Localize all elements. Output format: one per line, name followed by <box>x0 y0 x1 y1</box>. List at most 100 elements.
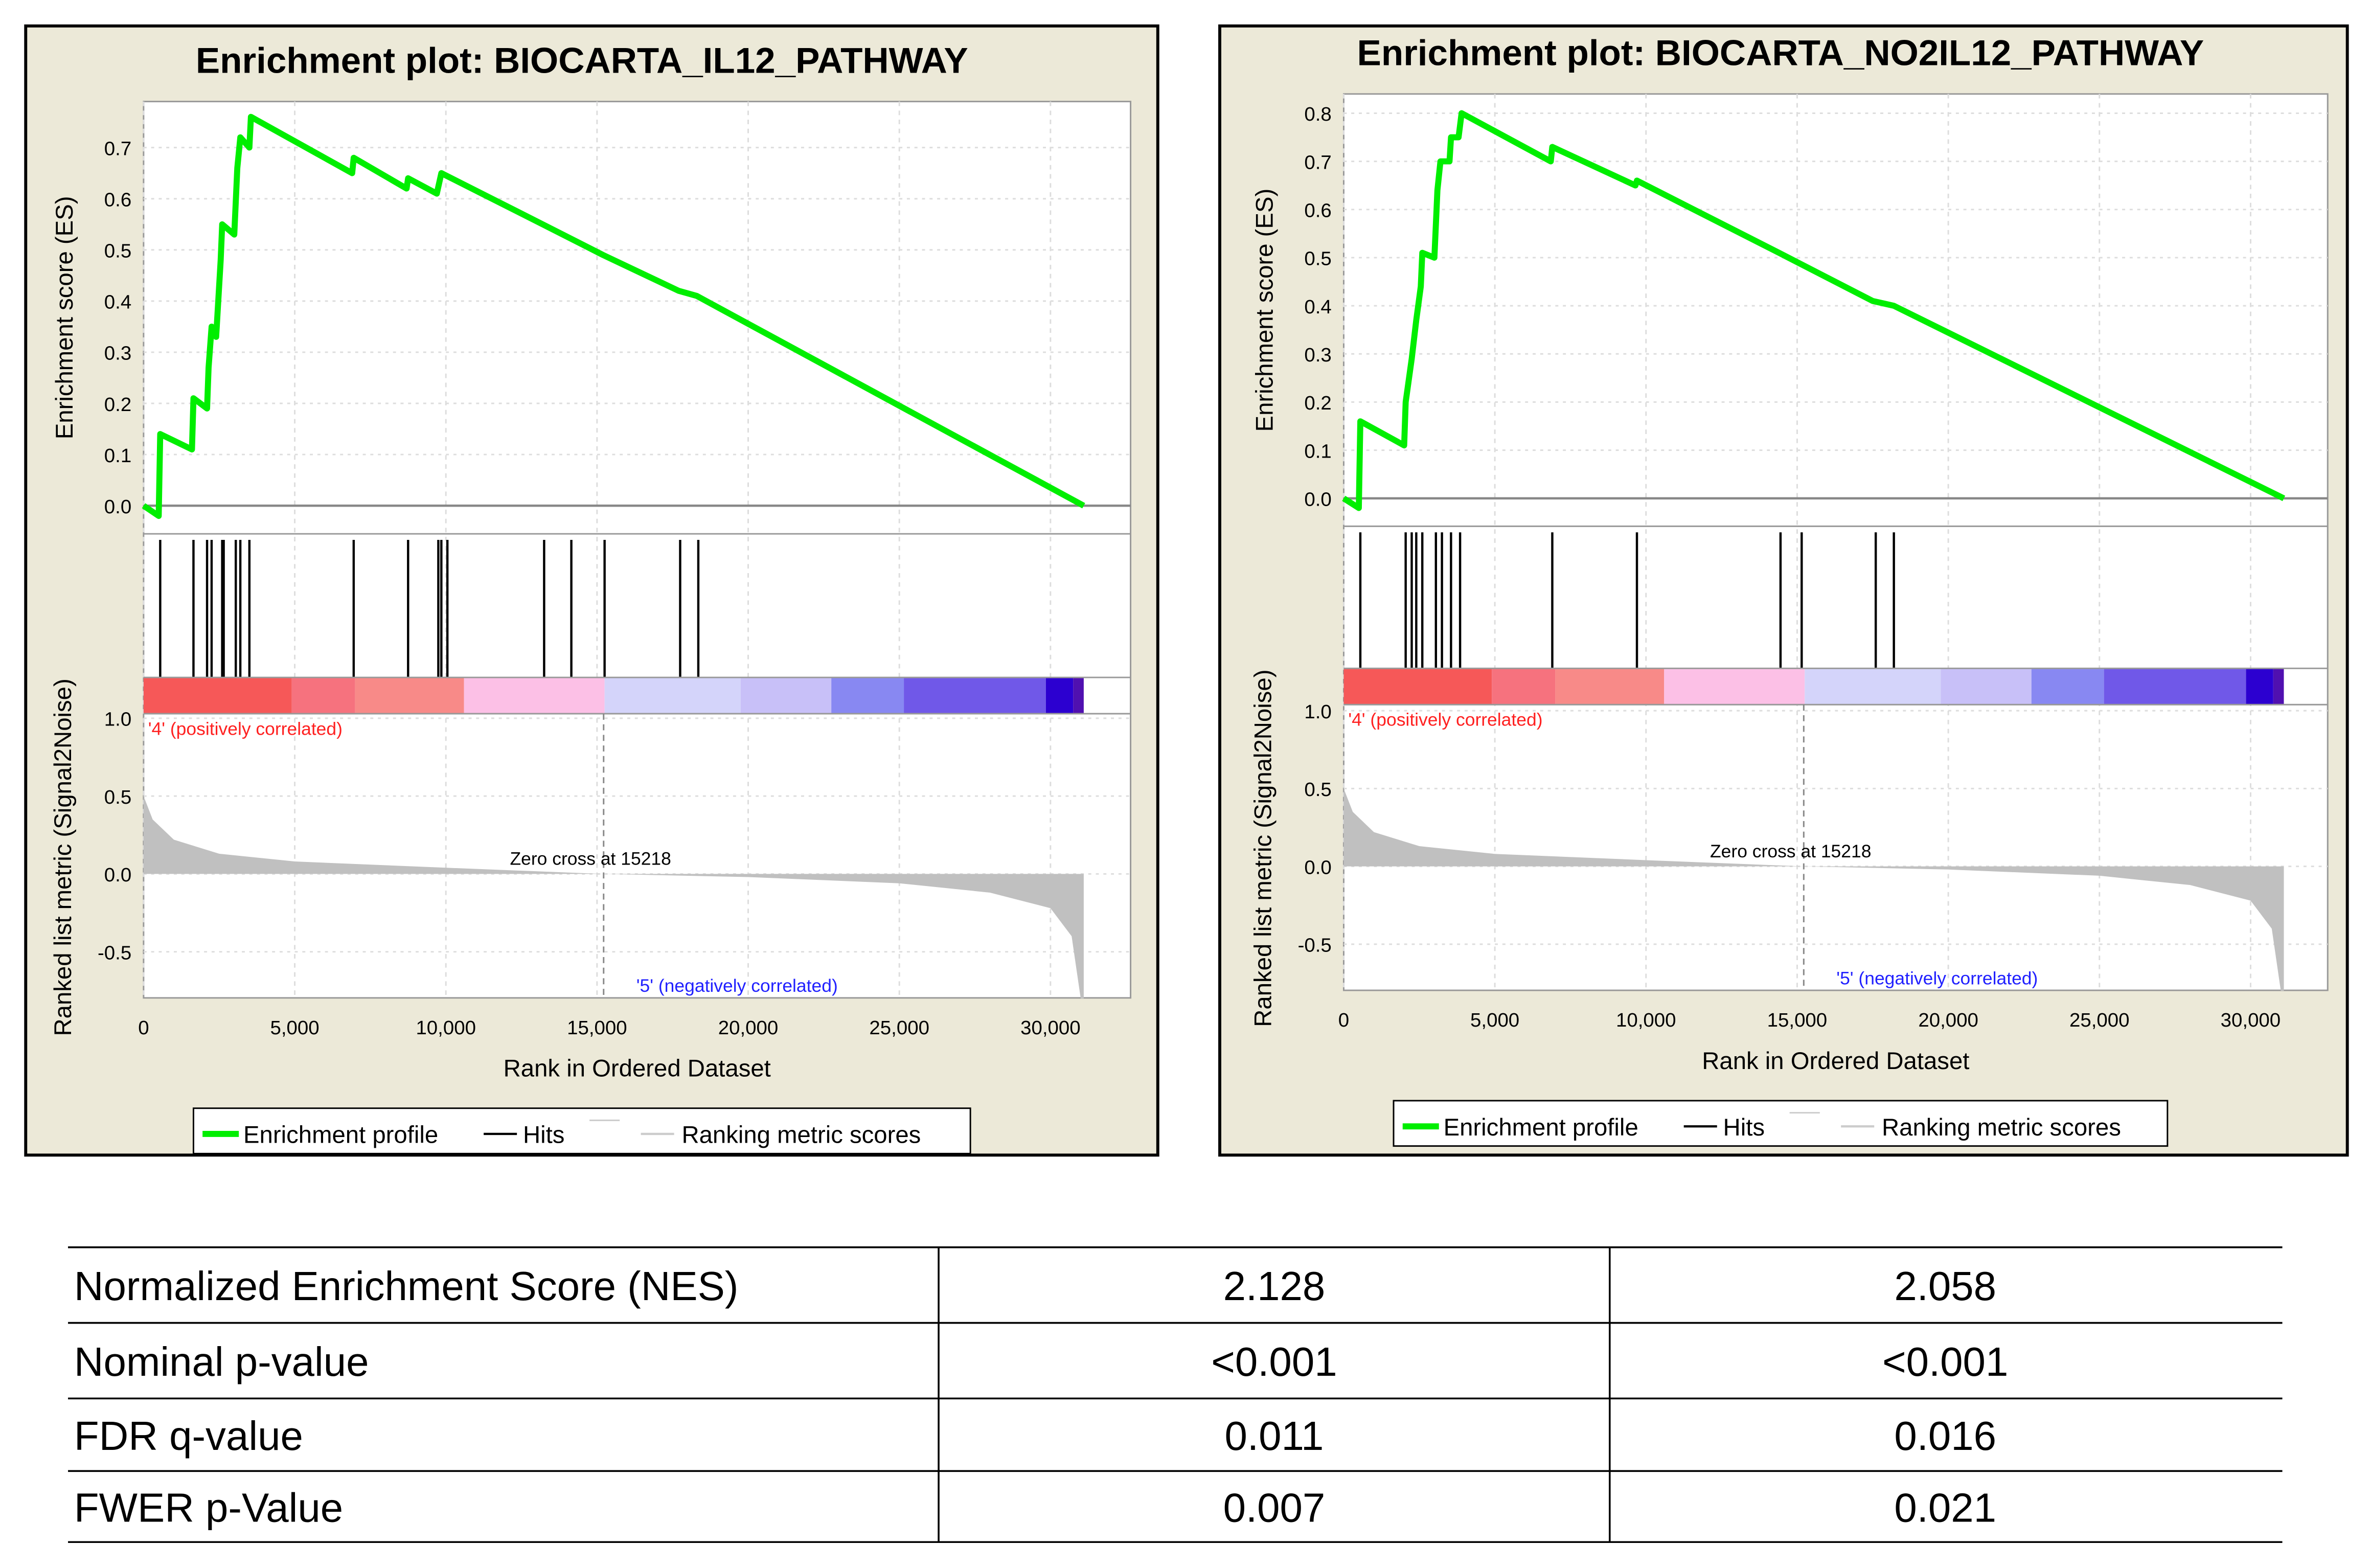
x-tick-label: 0 <box>1338 1009 1349 1031</box>
plot-area <box>1342 93 2329 991</box>
x-axis-label: Rank in Ordered Dataset <box>504 1055 771 1082</box>
metric-tick-label: 0.5 <box>104 786 131 808</box>
es-tick-label: 0.7 <box>104 138 131 160</box>
heatmap-segment <box>464 677 605 714</box>
x-tick-label: 10,000 <box>416 1017 476 1039</box>
negative-label: '5' (negatively correlated) <box>1836 968 2038 988</box>
heatmap-segment <box>1941 668 2032 705</box>
table-row-label: FWER p-Value <box>74 1485 343 1530</box>
zero-cross-label: Zero cross at 15218 <box>1710 841 1871 861</box>
heatmap-segment <box>1805 668 1941 705</box>
es-tick-label: 0.6 <box>104 189 131 211</box>
legend-label: Enrichment profile <box>243 1122 438 1149</box>
es-axis-label: Enrichment score (ES) <box>51 196 78 440</box>
es-tick-label: 0.2 <box>104 394 131 416</box>
metric-tick-label: 0.5 <box>1304 779 1331 801</box>
table-row-label: FDR q-value <box>74 1413 303 1459</box>
metric-tick-label: 1.0 <box>104 709 131 731</box>
table-cell: 2.058 <box>1894 1263 1996 1309</box>
heatmap-segment <box>1555 668 1665 705</box>
x-tick-label: 25,000 <box>869 1017 929 1039</box>
heatmap-segment <box>2104 668 2246 705</box>
negative-label: '5' (negatively correlated) <box>636 975 838 996</box>
x-tick-label: 20,000 <box>1918 1009 1978 1031</box>
x-tick-label: 25,000 <box>2069 1009 2130 1031</box>
table-cell: <0.001 <box>1211 1339 1337 1384</box>
es-tick-label: 0.5 <box>104 240 131 262</box>
table-row-label: Normalized Enrichment Score (NES) <box>74 1263 739 1309</box>
legend-box <box>1393 1100 2169 1147</box>
heatmap-segment <box>355 677 464 714</box>
table-row-label: Nominal p-value <box>74 1339 369 1384</box>
table-cell: <0.001 <box>1882 1339 2008 1384</box>
legend-label: Ranking metric scores <box>1882 1114 2121 1141</box>
chart-title: Enrichment plot: BIOCARTA_NO2IL12_PATHWA… <box>1357 33 2204 74</box>
heatmap-segment <box>1045 677 1074 714</box>
metric-tick-label: 0.0 <box>104 864 131 886</box>
es-tick-label: 0.3 <box>104 343 131 365</box>
es-tick-label: 0.1 <box>104 445 131 467</box>
x-tick-label: 5,000 <box>1470 1009 1519 1031</box>
heatmap-segment <box>143 677 292 714</box>
heatmap-segment <box>904 677 1046 714</box>
heatmap-segment <box>2273 668 2284 705</box>
heatmap-segment <box>1073 677 1084 714</box>
legend-label: Hits <box>1723 1114 1765 1141</box>
x-tick-label: 0 <box>138 1017 149 1039</box>
metric-axis-label: Ranked list metric (Signal2Noise) <box>50 678 77 1036</box>
x-tick-label: 5,000 <box>270 1017 319 1039</box>
metric-tick-label: -0.5 <box>98 942 131 964</box>
legend-label: Ranking metric scores <box>681 1122 921 1149</box>
chart-title: Enrichment plot: BIOCARTA_IL12_PATHWAY <box>196 40 968 81</box>
enrichment-profile-line <box>1342 110 2286 511</box>
es-tick-label: 0.0 <box>104 496 131 518</box>
legend: Enrichment profile Hits Ranking metric sco… <box>192 1107 971 1154</box>
legend-box <box>192 1107 971 1154</box>
x-tick-label: 30,000 <box>1020 1017 1081 1039</box>
metric-tick-label: -0.5 <box>1298 935 1332 957</box>
heatmap-segment <box>831 677 904 714</box>
heatmap-segment <box>604 677 741 714</box>
table-cell: 0.016 <box>1894 1413 1996 1459</box>
legend: Enrichment profile Hits Ranking metric sco… <box>1393 1100 2169 1147</box>
es-tick-label: 0.6 <box>1304 200 1331 222</box>
zero-cross-label: Zero cross at 15218 <box>510 849 671 869</box>
es-tick-label: 0.8 <box>1304 103 1331 125</box>
metric-tick-label: 1.0 <box>1304 701 1331 723</box>
heatmap-segment <box>740 677 832 714</box>
es-tick-label: 0.4 <box>104 291 131 313</box>
es-axis-label: Enrichment score (ES) <box>1251 189 1278 432</box>
table-cell: 2.128 <box>1223 1263 1326 1309</box>
heatmap-segment <box>2031 668 2104 705</box>
enrichment-panel-1: Enrichment plot: BIOCARTA_IL12_PATHWAY 0 5… <box>24 24 1159 1157</box>
enrichment-panel-2: Enrichment plot: BIOCARTA_NO2IL12_PATHWA… <box>1218 24 2349 1157</box>
es-tick-label: 0.7 <box>1304 151 1331 173</box>
x-tick-label: 15,000 <box>1767 1009 1828 1031</box>
x-tick-label: 30,000 <box>2221 1009 2281 1031</box>
table-cell: 0.007 <box>1223 1485 1326 1530</box>
positive-label: '4' (positively correlated) <box>148 718 343 739</box>
x-tick-label: 10,000 <box>1616 1009 1676 1031</box>
positive-label: '4' (positively correlated) <box>1348 710 1542 730</box>
statistics-table: Normalized Enrichment Score (NES) 2.128 2.… <box>68 1246 2283 1543</box>
x-axis-label: Rank in Ordered Dataset <box>1702 1048 1969 1075</box>
legend-label: Enrichment profile <box>1444 1114 1638 1141</box>
table-cell: 0.011 <box>1225 1413 1324 1459</box>
metric-axis-label: Ranked list metric (Signal2Noise) <box>1250 670 1277 1027</box>
es-tick-label: 0.4 <box>1304 296 1331 318</box>
table-cell: 0.021 <box>1894 1485 1996 1530</box>
es-tick-label: 0.1 <box>1304 440 1331 462</box>
plot-area <box>143 101 1132 999</box>
legend-label: Hits <box>523 1122 564 1149</box>
heatmap-segment <box>291 677 355 714</box>
x-tick-label: 20,000 <box>718 1017 779 1039</box>
metric-tick-label: 0.0 <box>1304 856 1331 878</box>
heatmap-segment <box>2246 668 2273 705</box>
heatmap-segment <box>1664 668 1805 705</box>
heatmap-segment <box>1343 668 1492 705</box>
es-tick-label: 0.2 <box>1304 392 1331 414</box>
es-tick-label: 0.5 <box>1304 248 1331 270</box>
x-tick-label: 15,000 <box>567 1017 627 1039</box>
es-tick-label: 0.3 <box>1304 344 1331 366</box>
